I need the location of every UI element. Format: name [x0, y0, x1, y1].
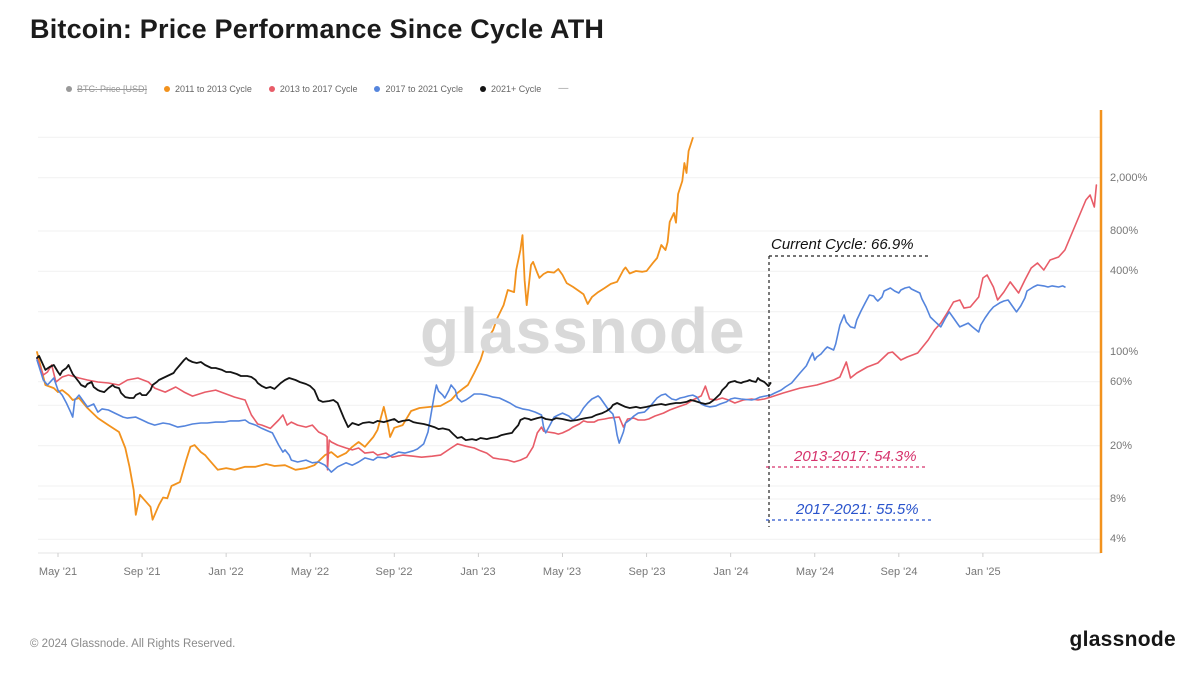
x-tick-label: Sep '21: [123, 566, 161, 578]
legend-item-2011-to-2013-cycle[interactable]: 2011 to 2013 Cycle: [164, 84, 252, 94]
legend-color-dot-icon: [164, 85, 171, 92]
x-tick-label: May '22: [290, 566, 330, 578]
legend-color-dot-icon: [268, 85, 275, 92]
legend-item-2017-to-2021-cycle[interactable]: 2017 to 2021 Cycle: [374, 84, 463, 94]
annotation-2017-2021: 2017-2021: 55.5%: [796, 501, 919, 518]
series-line-2013-2017-: [36, 184, 1098, 471]
annotation-2013-2017: 2013-2017: 54.3%: [794, 448, 917, 465]
y-tick-label: 100%: [1110, 346, 1139, 358]
y-tick-label: 60%: [1110, 376, 1133, 388]
y-tick-label: 8%: [1110, 493, 1126, 505]
legend-item-label: 2017 to 2021 Cycle: [385, 83, 464, 94]
legend-item-2021+-cycle[interactable]: 2021+ Cycle: [480, 84, 541, 94]
y-tick-label: 2,000%: [1110, 172, 1148, 184]
x-tick-label: Jan '22: [208, 566, 244, 578]
legend-item-btc-price-usd-[interactable]: BTC: Price [USD]: [66, 84, 147, 94]
series-line-2017-2021-: [36, 284, 1066, 473]
legend-item-2013-to-2017-cycle[interactable]: 2013 to 2017 Cycle: [268, 83, 358, 94]
legend-item-label: BTC: Price [USD]: [77, 83, 148, 94]
legend-color-dot-icon: [374, 85, 381, 92]
x-tick-label: May '21: [38, 566, 78, 578]
glassnode-watermark: glassnode: [420, 295, 746, 367]
y-tick-label: 4%: [1110, 533, 1126, 545]
annotation-current-cycle: Current Cycle: 66.9%: [771, 236, 914, 253]
x-tick-label: Jan '24: [713, 566, 749, 578]
legend-color-dot-icon: [480, 85, 487, 92]
series-line-2021+-: [36, 355, 772, 441]
chart-legend: BTC: Price [USD] 2011 to 2013 Cycle 2013 t…: [66, 83, 568, 94]
x-tick-label: May '23: [542, 566, 582, 578]
page-title: Bitcoin: Price Performance Since Cycle A…: [30, 14, 605, 44]
x-tick-label: Sep '24: [880, 566, 918, 578]
y-tick-label: 800%: [1110, 225, 1139, 237]
legend-dash-icon[interactable]: —: [558, 83, 568, 94]
legend-color-dot-icon: [66, 85, 72, 92]
legend-item-label: 2021+ Cycle: [491, 83, 542, 94]
glassnode-logo: glassnode: [1069, 628, 1176, 651]
x-tick-label: May '24: [795, 566, 835, 578]
series-line-2011-2013-: [36, 137, 694, 521]
x-tick-label: Jan '25: [965, 566, 1001, 578]
y-tick-label: 20%: [1110, 440, 1133, 452]
x-tick-label: Sep '22: [375, 566, 413, 578]
legend-item-label: 2013 to 2017 Cycle: [279, 83, 358, 94]
legend-item-label: 2011 to 2013 Cycle: [175, 83, 252, 94]
x-tick-label: Sep '23: [628, 566, 666, 578]
copyright-text: © 2024 Glassnode. All Rights Reserved.: [30, 638, 236, 650]
y-tick-label: 400%: [1110, 265, 1139, 277]
x-tick-label: Jan '23: [460, 566, 496, 578]
